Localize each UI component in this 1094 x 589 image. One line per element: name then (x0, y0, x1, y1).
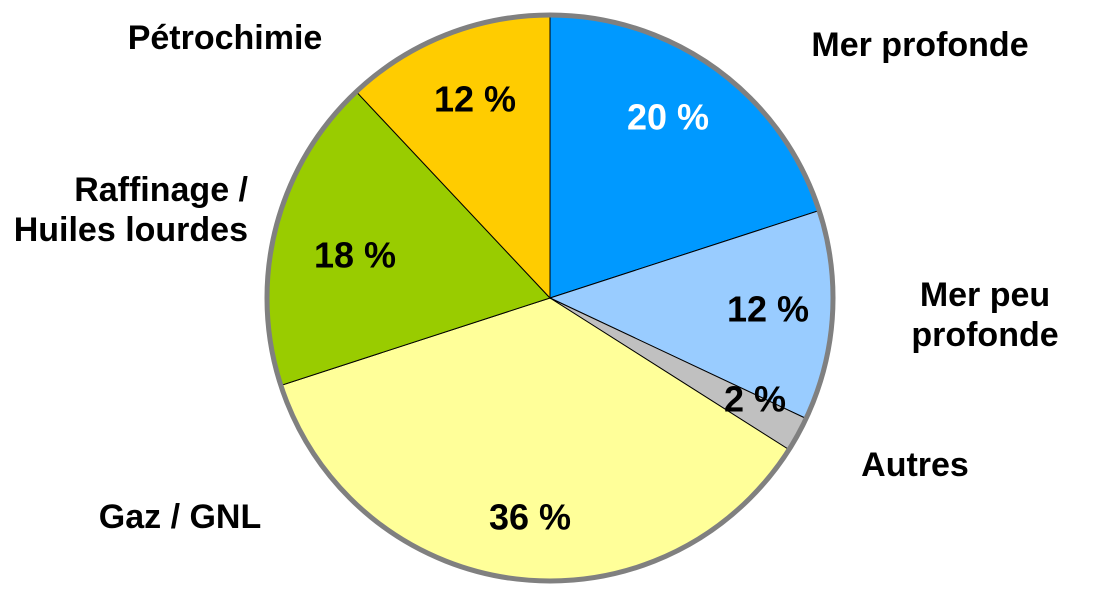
data-label: 18 % (314, 235, 396, 276)
pie-border (264, 12, 836, 584)
category-label: Autres (861, 446, 969, 484)
category-label: Gaz / GNL (98, 498, 262, 536)
data-label: 12 % (434, 79, 516, 120)
data-label: 20 % (627, 97, 709, 138)
category-label: Mer profonde (811, 26, 1029, 64)
data-label: 36 % (489, 497, 571, 538)
data-label: 12 % (727, 289, 809, 330)
category-label: Raffinage / Huiles lourdes (13, 171, 248, 249)
category-label: Pétrochimie (127, 19, 323, 57)
data-label: 2 % (724, 379, 786, 420)
category-label: Mer peu profonde (911, 276, 1059, 354)
